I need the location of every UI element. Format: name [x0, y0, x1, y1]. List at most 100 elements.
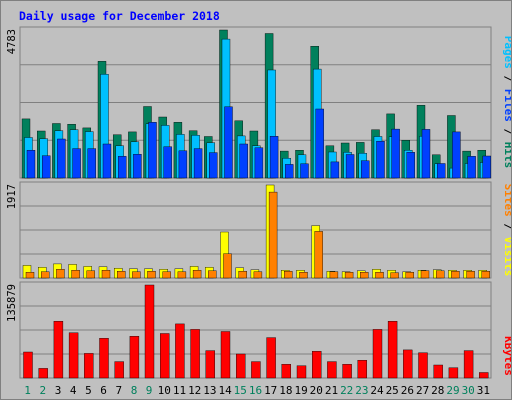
bar-sites-day-7: [116, 271, 126, 279]
bar-sites-day-8: [132, 271, 141, 279]
day-label-21: 21: [325, 384, 338, 397]
bar-sites-day-9: [147, 271, 156, 279]
bar-kbytes-day-25: [387, 321, 398, 379]
bar-sites-day-31: [481, 271, 490, 279]
bar-pages-day-2: [42, 155, 51, 179]
bar-pages-day-23: [361, 160, 370, 179]
bar-kbytes-day-8: [129, 336, 140, 379]
legend-separator: /: [502, 122, 511, 142]
day-label-3: 3: [55, 384, 62, 397]
day-label-16: 16: [249, 384, 262, 397]
day-label-2: 2: [39, 384, 46, 397]
day-label-7: 7: [115, 384, 122, 397]
bar-pages-day-6: [102, 143, 112, 179]
bar-pages-day-19: [300, 163, 309, 179]
bar-sites-day-6: [101, 270, 111, 279]
bar-pages-day-9: [148, 122, 157, 179]
bar-sites-day-11: [177, 271, 187, 279]
bar-sites-day-14: [223, 253, 232, 279]
bar-sites-day-2: [41, 271, 50, 279]
bar-kbytes-day-2: [38, 368, 48, 379]
bar-pages-day-16: [254, 147, 264, 179]
bar-kbytes-day-1: [23, 351, 33, 379]
day-label-17: 17: [264, 384, 277, 397]
legend-panel-2: Sites / Visits: [502, 184, 511, 277]
bar-sites-day-15: [238, 271, 247, 279]
day-label-22: 22: [340, 384, 353, 397]
day-label-20: 20: [310, 384, 323, 397]
bar-pages-day-10: [163, 146, 172, 179]
legend-sites: Sites: [502, 184, 511, 217]
bar-sites-day-28: [436, 270, 445, 279]
legend-hits: Hits: [502, 142, 511, 169]
day-label-27: 27: [416, 384, 429, 397]
bar-sites-day-16: [253, 271, 263, 279]
bar-pages-day-17: [269, 135, 279, 179]
bar-sites-day-12: [192, 270, 202, 279]
legend-pages: Pages: [502, 36, 511, 69]
day-label-31: 31: [477, 384, 490, 397]
bar-sites-day-29: [451, 271, 460, 279]
bar-kbytes-day-19: [296, 365, 307, 379]
bar-pages-day-5: [87, 148, 97, 179]
bar-pages-day-24: [376, 140, 385, 179]
bar-sites-day-25: [390, 272, 399, 279]
day-label-23: 23: [355, 384, 368, 397]
y-max-label-pages-files-hits: 4783: [6, 29, 18, 54]
day-label-1: 1: [24, 384, 31, 397]
bar-sites-day-18: [284, 271, 293, 279]
legend-separator: /: [502, 69, 511, 89]
bar-kbytes-day-27: [418, 352, 428, 379]
bar-pages-day-30: [467, 156, 476, 179]
bar-kbytes-day-12: [190, 329, 200, 379]
bar-pages-day-29: [452, 131, 461, 179]
bar-kbytes-day-17: [266, 337, 276, 379]
day-label-6: 6: [100, 384, 107, 397]
day-label-15: 15: [234, 384, 247, 397]
bar-sites-day-3: [56, 269, 65, 279]
day-label-5: 5: [85, 384, 92, 397]
bar-pages-day-8: [133, 153, 142, 179]
bar-pages-day-31: [482, 155, 491, 179]
day-label-4: 4: [70, 384, 77, 397]
bar-sites-day-13: [208, 270, 217, 279]
legend-kbytes: KBytes: [502, 336, 511, 376]
legend-files: Files: [502, 89, 511, 122]
bar-kbytes-day-30: [463, 350, 474, 379]
bar-kbytes-day-14: [220, 331, 231, 379]
day-label-9: 9: [146, 384, 153, 397]
day-label-28: 28: [431, 384, 444, 397]
bar-kbytes-day-22: [342, 364, 352, 379]
bar-pages-day-22: [345, 154, 355, 179]
bar-pages-day-27: [421, 129, 431, 179]
legend-panel-1: Pages / Files / Hits: [502, 36, 511, 169]
bar-sites-day-5: [86, 270, 96, 279]
bar-pages-day-7: [117, 156, 127, 179]
bar-sites-day-21: [329, 271, 339, 279]
bar-kbytes-day-11: [175, 323, 185, 379]
bar-sites-day-1: [25, 272, 35, 279]
bar-kbytes-day-31: [479, 372, 489, 379]
bar-sites-day-24: [375, 272, 384, 279]
bar-pages-day-21: [330, 161, 340, 179]
day-label-30: 30: [462, 384, 475, 397]
bar-kbytes-day-3: [53, 321, 64, 379]
day-label-10: 10: [158, 384, 171, 397]
bar-sites-day-17: [268, 191, 278, 279]
day-label-25: 25: [386, 384, 399, 397]
bar-kbytes-day-4: [68, 332, 79, 379]
bar-sites-day-20: [314, 231, 323, 279]
bar-kbytes-day-18: [281, 364, 291, 379]
day-label-26: 26: [401, 384, 414, 397]
bar-pages-day-3: [57, 138, 66, 179]
day-label-24: 24: [370, 384, 384, 397]
bar-kbytes-day-5: [84, 353, 94, 379]
bar-kbytes-day-29: [448, 367, 459, 379]
bar-pages-day-11: [178, 150, 188, 179]
bar-sites-day-19: [299, 272, 308, 279]
bar-kbytes-day-20: [312, 351, 322, 379]
day-label-14: 14: [218, 384, 232, 397]
y-max-label-kbytes: 135879: [6, 284, 18, 322]
